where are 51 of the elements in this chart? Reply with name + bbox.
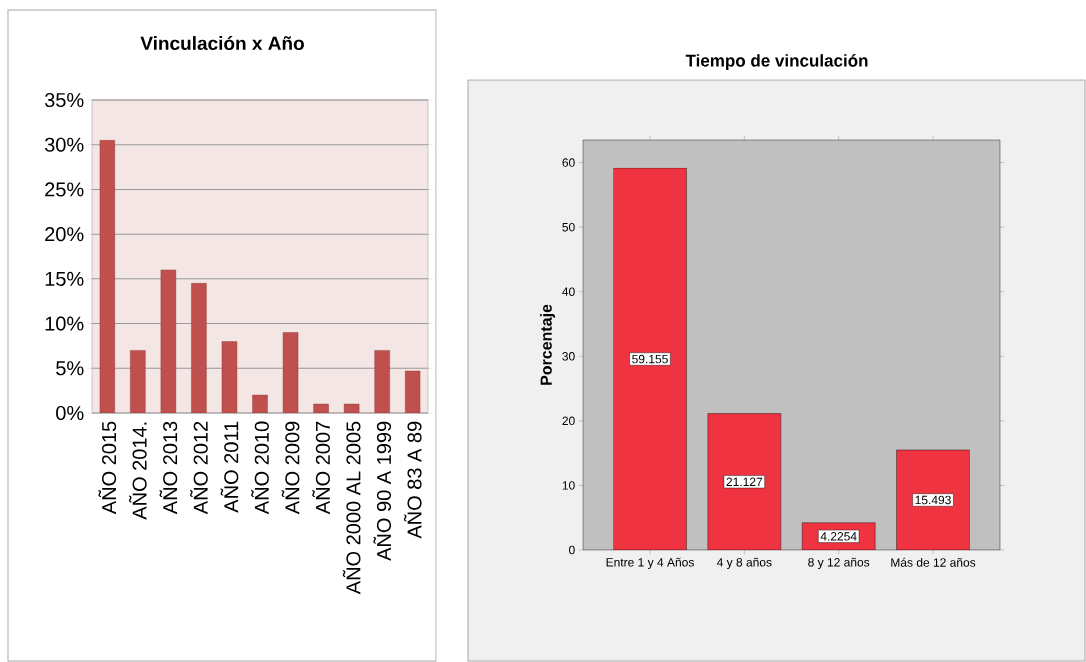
y-tick-label: 5%: [56, 361, 84, 376]
x-tick-label: AÑO 2015: [98, 421, 117, 515]
chart-title: Vinculación x Año: [140, 35, 304, 51]
x-tick-label: AÑO 2011: [220, 421, 239, 513]
y-tick-label: 20: [562, 416, 575, 426]
x-tick-label: AÑO 2010: [251, 421, 269, 515]
y-tick-label: 40: [562, 287, 575, 296]
x-tick-label: AÑO 83 A 89: [403, 421, 422, 539]
bar: [613, 168, 687, 550]
data-label: 15.493: [915, 495, 951, 505]
bar: [405, 370, 421, 413]
data-label: 4.2254: [820, 532, 857, 541]
x-tick-label: Más de 12 años: [891, 557, 976, 567]
x-tick-label: AÑO 2009: [281, 421, 300, 515]
bar: [896, 449, 970, 550]
y-tick-label: 60: [562, 158, 575, 167]
y-tick-label: 15%: [45, 271, 84, 286]
y-tick-label: 30%: [44, 137, 84, 152]
bar: [252, 394, 268, 413]
y-tick-label: 35%: [44, 92, 84, 108]
y-tick-label: 30: [562, 352, 575, 361]
x-tick-label: AÑO 2013: [159, 421, 178, 515]
bar: [343, 403, 360, 413]
x-tick-label: AÑO 2007: [312, 421, 330, 515]
bar: [160, 269, 177, 413]
x-tick-label: AÑO 2014.: [128, 422, 147, 520]
y-tick-label: 0%: [56, 405, 84, 421]
y-tick-label: 10: [562, 481, 575, 490]
y-axis-title: Porcentaje: [540, 304, 555, 385]
bar: [191, 283, 207, 413]
bar: [374, 350, 390, 413]
data-label: 21.127: [726, 477, 763, 486]
y-tick-label: 20%: [45, 227, 84, 242]
x-tick-label: AÑO 2012: [190, 421, 208, 515]
data-label: 59.155: [632, 354, 668, 364]
x-tick-label: Entre 1 y 4 Años: [606, 557, 694, 569]
bar: [221, 341, 238, 413]
bar: [282, 332, 299, 413]
y-tick-label: 10%: [45, 316, 84, 331]
bar: [130, 350, 146, 413]
bar: [99, 140, 115, 413]
x-tick-label: AÑO 90 A 1999: [373, 421, 392, 561]
x-tick-label: AÑO 2000 AL 2005: [342, 421, 361, 595]
bar: [313, 403, 329, 413]
y-tick-label: 25%: [45, 182, 84, 197]
x-tick-label: 4 y 8 años: [716, 557, 772, 569]
y-tick-label: 50: [562, 222, 575, 232]
x-tick-label: 8 y 12 años: [808, 557, 870, 569]
y-tick-label: 0: [569, 545, 575, 555]
chart-title: Tiempo de vinculación: [685, 54, 868, 70]
bar: [707, 413, 781, 550]
